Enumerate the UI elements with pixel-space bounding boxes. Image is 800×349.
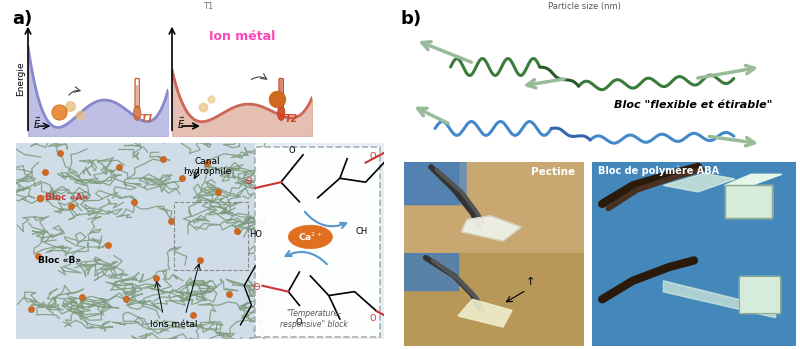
Bar <box>16 143 255 339</box>
FancyBboxPatch shape <box>135 79 139 107</box>
Text: Bloc "flexible et étirable": Bloc "flexible et étirable" <box>614 101 773 110</box>
Text: T1: T1 <box>203 2 213 11</box>
Circle shape <box>134 106 141 120</box>
Text: ↑: ↑ <box>526 277 534 287</box>
Bar <box>255 143 384 339</box>
Bar <box>467 162 584 204</box>
Text: O: O <box>296 318 302 327</box>
Text: "Temperature-
responsive" block: "Temperature- responsive" block <box>280 309 348 329</box>
Circle shape <box>288 225 333 248</box>
Text: Pectine: Pectine <box>531 167 575 177</box>
Polygon shape <box>663 173 734 192</box>
Text: Ca$^{2+}$: Ca$^{2+}$ <box>298 231 322 243</box>
Text: Canal
hydrophile: Canal hydrophile <box>183 157 231 176</box>
Polygon shape <box>739 276 780 313</box>
Text: T2: T2 <box>284 114 298 124</box>
Bar <box>404 162 458 204</box>
Text: Particle size (nm): Particle size (nm) <box>547 2 621 11</box>
Polygon shape <box>725 174 782 185</box>
FancyBboxPatch shape <box>280 79 282 106</box>
Text: Bloc «A»: Bloc «A» <box>46 193 89 202</box>
Bar <box>404 162 467 204</box>
Bar <box>404 204 584 255</box>
Polygon shape <box>462 216 521 241</box>
Text: a): a) <box>12 10 32 29</box>
Text: Ions métal: Ions métal <box>150 320 198 329</box>
Polygon shape <box>663 281 776 318</box>
Text: CH: CH <box>356 227 368 236</box>
Text: $\ominus$: $\ominus$ <box>251 281 261 292</box>
Text: $\ominus$: $\ominus$ <box>244 175 254 186</box>
Text: Ion métal: Ion métal <box>209 30 275 43</box>
Polygon shape <box>458 299 512 327</box>
Text: Bloc «B»: Bloc «B» <box>38 256 82 265</box>
FancyBboxPatch shape <box>279 79 283 107</box>
Text: T1: T1 <box>140 114 154 124</box>
Circle shape <box>278 106 285 120</box>
Text: Bloc de polymère ABA: Bloc de polymère ABA <box>598 165 719 176</box>
Text: b): b) <box>400 10 421 29</box>
Text: $\vec{E}$: $\vec{E}$ <box>33 116 41 131</box>
Polygon shape <box>725 185 771 218</box>
Text: $\vec{E}$: $\vec{E}$ <box>177 116 185 131</box>
Bar <box>404 253 458 290</box>
Text: HO: HO <box>249 230 262 239</box>
Text: Energie: Energie <box>17 61 26 96</box>
Text: O: O <box>289 146 295 155</box>
FancyBboxPatch shape <box>136 85 138 106</box>
Text: O: O <box>370 314 376 323</box>
FancyBboxPatch shape <box>255 147 380 336</box>
Text: O: O <box>370 152 376 161</box>
